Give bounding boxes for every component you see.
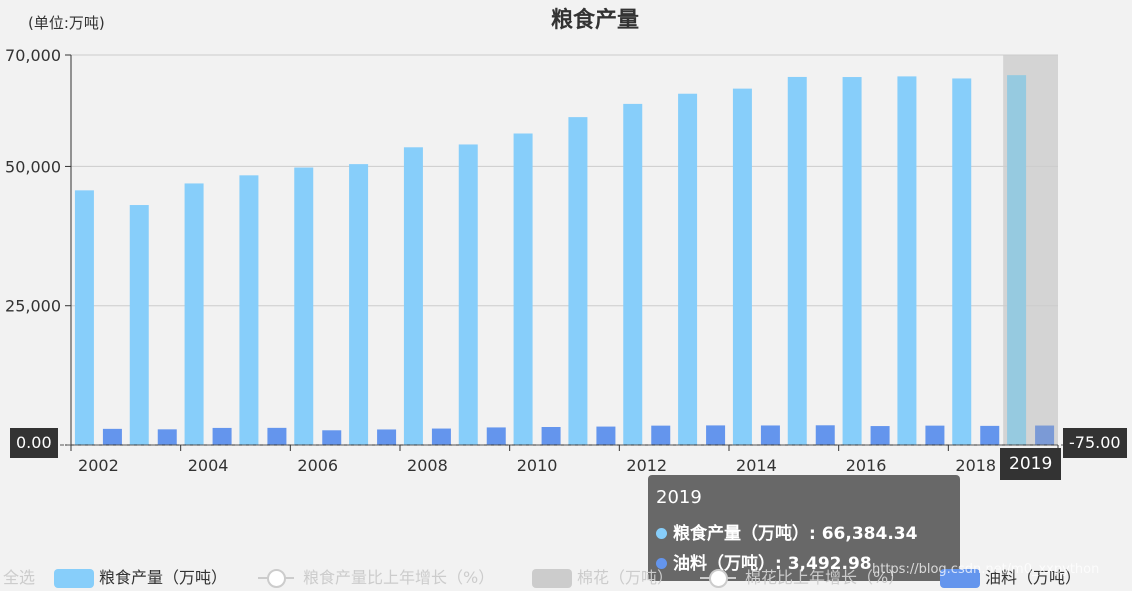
bar-oil[interactable]	[870, 426, 890, 445]
bar-oil[interactable]	[760, 425, 780, 445]
bar-grain[interactable]	[787, 76, 807, 446]
tooltip-dot-icon	[656, 527, 667, 539]
bar-grain[interactable]	[952, 78, 972, 445]
legend-label: 棉花（万吨）	[577, 568, 674, 587]
x-tick-label: 2006	[297, 456, 338, 475]
bar-grain[interactable]	[239, 175, 259, 445]
bar-oil[interactable]	[925, 425, 945, 445]
bar-grain[interactable]	[897, 76, 917, 445]
bar-oil[interactable]	[431, 428, 451, 445]
x-axis-pointer-label: 2019	[1000, 448, 1062, 480]
bar-oil[interactable]	[651, 425, 671, 445]
bar-grain[interactable]	[129, 205, 149, 445]
tooltip-title: 2019	[656, 487, 702, 508]
tooltip-dot-icon	[656, 557, 667, 569]
chart-title: 粮食产量	[550, 8, 639, 33]
y-tick-label: 25,000	[5, 297, 61, 316]
legend-select-all[interactable]: 全选	[3, 568, 36, 587]
x-tick-label: 2004	[188, 456, 229, 475]
legend-item-grain-growth[interactable]: 粮食产量比上年增长（%）	[258, 566, 528, 590]
bar-oil[interactable]	[157, 429, 177, 445]
bar-grain[interactable]	[294, 167, 314, 445]
tooltip-row-grain: 粮食产量（万吨）: 66,384.34	[656, 519, 917, 544]
y-tick-label: 50,000	[5, 157, 61, 176]
bar-grain[interactable]	[1007, 75, 1027, 445]
bar-grain[interactable]	[623, 103, 643, 446]
unit-label: (单位:万吨)	[28, 14, 105, 32]
bar-grain[interactable]	[732, 88, 752, 446]
bar-oil[interactable]	[212, 427, 232, 445]
bar-grain[interactable]	[184, 183, 204, 445]
x-tick-label: 2016	[846, 456, 887, 475]
bar-oil[interactable]	[596, 426, 616, 445]
x-tick-label: 2002	[78, 456, 119, 475]
bar-oil[interactable]	[267, 427, 287, 445]
bar-oil[interactable]	[486, 427, 506, 445]
legend-item-oil[interactable]: 油料（万吨）	[940, 566, 1130, 590]
bar-grain[interactable]	[458, 144, 478, 446]
bar-oil[interactable]	[322, 430, 342, 445]
bar-oil[interactable]	[377, 429, 397, 445]
x-tick-label: 2014	[736, 456, 777, 475]
bar-oil[interactable]	[815, 425, 835, 445]
bar-grain[interactable]	[568, 117, 588, 445]
legend-label: 粮食产量比上年增长（%）	[303, 568, 495, 587]
bar-grain[interactable]	[349, 164, 369, 445]
y-axis-pointer-left: 0.00	[10, 428, 58, 458]
bar-oil[interactable]	[541, 427, 561, 445]
bar-grain[interactable]	[513, 133, 533, 445]
bar-grain[interactable]	[403, 147, 423, 446]
legend-item-grain[interactable]: 粮食产量（万吨）	[54, 566, 254, 590]
legend-item-cotton-growth[interactable]: 棉花比上年增长（%）	[700, 566, 940, 590]
y-axis-pointer-right: -75.00	[1063, 428, 1127, 458]
x-tick-label: 2012	[626, 456, 667, 475]
bar-grain[interactable]	[842, 77, 862, 445]
legend-swatch-icon	[940, 569, 980, 588]
bar-grain[interactable]	[74, 190, 94, 445]
y-tick-label: 70,000	[5, 46, 61, 65]
legend-label: 油料（万吨）	[985, 568, 1082, 587]
legend-label: 粮食产量（万吨）	[99, 568, 228, 587]
x-tick-label: 2008	[407, 456, 448, 475]
legend: 全选 粮食产量（万吨） 粮食产量比上年增长（%） 棉花（万吨） 棉花比上年增长（…	[0, 566, 1132, 590]
bar-grain[interactable]	[678, 93, 698, 445]
tooltip-row-text: 粮食产量（万吨）: 66,384.34	[673, 524, 918, 544]
legend-circle-icon	[709, 569, 728, 588]
x-tick-label: 2018	[955, 456, 996, 475]
legend-item-cotton[interactable]: 棉花（万吨）	[532, 566, 702, 590]
legend-circle-icon	[267, 569, 286, 588]
watermark: https://blog.csdn.net/m0_xxpython	[872, 562, 1100, 577]
legend-label: 棉花比上年增长（%）	[745, 568, 905, 587]
bar-oil[interactable]	[1035, 425, 1055, 445]
legend-swatch-icon	[54, 569, 94, 588]
bar-oil[interactable]	[980, 425, 1000, 445]
x-tick-label: 2010	[517, 456, 558, 475]
bar-oil[interactable]	[102, 428, 122, 445]
legend-swatch-icon	[532, 569, 572, 588]
bar-oil[interactable]	[706, 425, 726, 445]
